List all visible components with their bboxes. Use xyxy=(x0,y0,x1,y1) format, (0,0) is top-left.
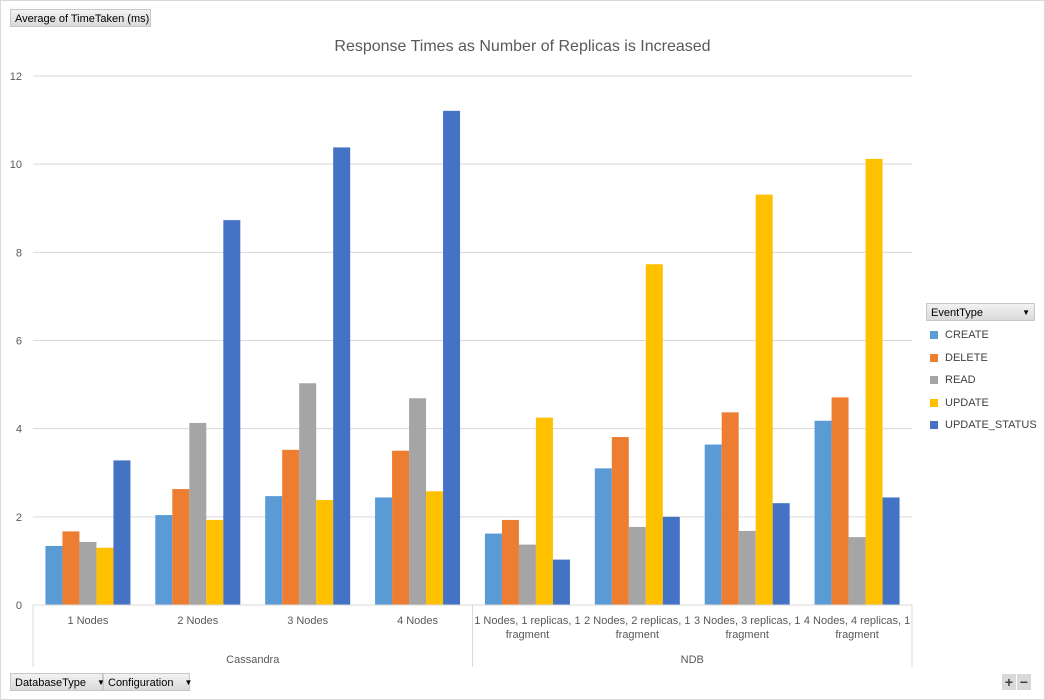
y-tick-label: 8 xyxy=(16,247,22,259)
bar-update xyxy=(426,491,444,605)
group-label: Cassandra xyxy=(226,654,280,666)
y-tick-label: 12 xyxy=(10,71,22,83)
bar-update xyxy=(206,519,224,605)
bar-update-status xyxy=(443,110,461,605)
x-tick-label: 4 Nodes xyxy=(397,615,438,627)
bar-update-status xyxy=(223,220,241,605)
bar-update xyxy=(645,264,663,605)
bar-create xyxy=(375,497,393,605)
bar-update-status xyxy=(552,559,570,605)
legend-item: READ xyxy=(930,369,1037,392)
bar-update xyxy=(755,194,773,605)
dropdown-arrow-icon: ▼ xyxy=(1022,308,1030,317)
bar-read xyxy=(299,383,317,605)
y-tick-label: 6 xyxy=(16,336,22,348)
legend-item: CREATE xyxy=(930,324,1037,347)
legend-swatch xyxy=(930,398,938,407)
legend-swatch xyxy=(930,331,938,340)
bar-update-status xyxy=(662,516,680,605)
x-tick-label: 3 Nodes, 3 replicas, 1 fragment xyxy=(694,615,800,641)
bar-delete xyxy=(501,519,519,605)
expand-plus-icon[interactable]: + xyxy=(1002,674,1016,690)
bar-read xyxy=(189,422,207,605)
x-tick-label: 3 Nodes xyxy=(287,615,328,627)
bar-delete xyxy=(721,412,739,605)
legend-label: UPDATE_STATUS xyxy=(945,419,1037,432)
bar-create xyxy=(594,468,612,605)
legend-item: DELETE xyxy=(930,347,1037,370)
value-field-button[interactable]: Average of TimeTaken (ms) xyxy=(10,9,151,27)
bar-delete xyxy=(62,531,80,605)
legend-item: UPDATE_STATUS xyxy=(930,414,1037,437)
chart-title: Response Times as Number of Replicas is … xyxy=(334,38,711,55)
eventtype-filter-button[interactable]: EventType ▼ xyxy=(926,303,1035,321)
bar-read xyxy=(738,530,756,605)
bar-update-status xyxy=(772,503,790,605)
collapse-minus-icon[interactable]: − xyxy=(1017,674,1031,690)
legend-label: CREATE xyxy=(945,329,989,342)
bar-read xyxy=(409,398,427,605)
bar-update xyxy=(865,158,883,606)
bar-delete xyxy=(392,450,410,605)
bar-update-status xyxy=(113,460,131,605)
legend-swatch xyxy=(930,376,938,385)
bar-update xyxy=(535,417,553,605)
configuration-field-label: Configuration xyxy=(108,677,174,689)
eventtype-field-label: EventType xyxy=(931,307,983,319)
bar-create xyxy=(265,496,283,605)
bar-create xyxy=(484,533,502,605)
databasetype-filter-button[interactable]: DatabaseType ▼ xyxy=(10,673,105,691)
bar-create xyxy=(814,420,832,605)
x-tick-label: 1 Nodes, 1 replicas, 1 fragment xyxy=(474,615,580,641)
bar-read xyxy=(628,526,646,605)
bar-update xyxy=(316,500,334,605)
y-tick-label: 2 xyxy=(16,512,22,524)
legend-swatch xyxy=(930,421,938,430)
y-tick-label: 10 xyxy=(10,159,22,171)
bar-create xyxy=(155,515,173,605)
legend-label: DELETE xyxy=(945,351,988,364)
configuration-filter-button[interactable]: Configuration ▼ xyxy=(103,673,193,691)
group-label: NDB xyxy=(681,654,704,666)
bar-read xyxy=(848,537,866,605)
bar-update-status xyxy=(333,147,351,606)
bar-delete xyxy=(831,397,849,605)
bar-read xyxy=(79,541,97,605)
dropdown-arrow-icon: ▼ xyxy=(184,678,193,687)
x-tick-label: 2 Nodes, 2 replicas, 1 fragment xyxy=(584,615,690,641)
bar-create xyxy=(45,545,63,605)
legend-item: UPDATE xyxy=(930,392,1037,415)
bar-create xyxy=(704,444,722,605)
databasetype-field-label: DatabaseType xyxy=(15,677,86,689)
bar-delete xyxy=(611,437,629,605)
x-tick-label: 1 Nodes xyxy=(67,615,108,627)
legend-label: UPDATE xyxy=(945,396,989,409)
x-tick-label: 4 Nodes, 4 replicas, 1 fragment xyxy=(804,615,910,641)
legend-swatch xyxy=(930,353,938,362)
bar-delete xyxy=(172,489,190,605)
bar-delete xyxy=(282,449,300,605)
legend: CREATE DELETE READ UPDATE UPDATE_STATUS xyxy=(930,324,1037,437)
y-tick-label: 4 xyxy=(16,424,22,436)
y-tick-label: 0 xyxy=(16,600,22,612)
bar-update-status xyxy=(882,497,900,605)
legend-label: READ xyxy=(945,374,976,387)
x-tick-label: 2 Nodes xyxy=(177,615,218,627)
bar-read xyxy=(518,544,536,605)
bar-update xyxy=(96,547,114,605)
dropdown-arrow-icon: ▼ xyxy=(97,678,105,687)
